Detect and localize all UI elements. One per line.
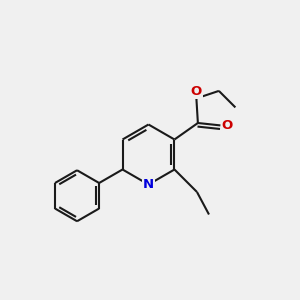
Text: O: O — [191, 85, 202, 98]
Text: N: N — [143, 178, 154, 191]
Text: O: O — [221, 119, 233, 132]
